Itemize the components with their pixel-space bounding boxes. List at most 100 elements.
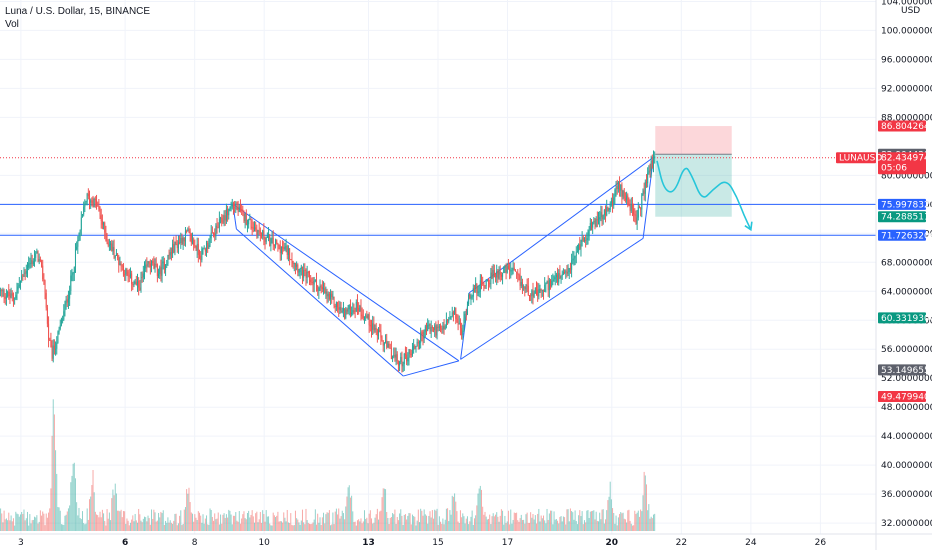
volume-bar (472, 524, 474, 531)
candle-body (651, 160, 653, 168)
candle-body (490, 272, 492, 285)
volume-bar (326, 512, 328, 531)
candle-body (505, 265, 507, 273)
volume-bar (140, 520, 142, 531)
volume-bar (209, 508, 211, 531)
candle-body (321, 287, 323, 290)
volume-bar (516, 512, 518, 531)
volume-bar (564, 517, 566, 531)
volume-bar (280, 521, 282, 531)
candle-body (87, 193, 89, 197)
candle-body (217, 227, 219, 229)
volume-bar (62, 524, 64, 531)
volume-bar (151, 509, 153, 531)
volume-bar (358, 519, 360, 531)
volume-bar (431, 510, 433, 531)
candle-body (18, 284, 20, 287)
short-position-tool[interactable] (655, 126, 732, 217)
volume-bar (471, 510, 473, 531)
volume-bar (299, 524, 301, 531)
volume-bar (623, 518, 625, 531)
candle-body (447, 320, 449, 322)
candle-body (498, 271, 500, 279)
volume-bar (90, 496, 92, 531)
candle-body (622, 191, 624, 197)
projection-path[interactable] (656, 160, 753, 232)
volume-bar (148, 518, 150, 531)
volume-bar (207, 524, 209, 531)
volume-bar (146, 521, 148, 531)
y-tick-label: 80.0000000 (881, 171, 932, 181)
candle-body (38, 259, 40, 262)
candle-body (573, 258, 575, 260)
volume-bar (407, 515, 409, 531)
candle-body (261, 233, 263, 236)
candle-body (627, 195, 629, 206)
candle-body (238, 206, 240, 212)
volume-bar (278, 521, 280, 531)
volume-bar (124, 511, 126, 531)
volume-bar (362, 521, 364, 531)
volume-bar (621, 513, 623, 531)
volume-bar (630, 523, 632, 531)
volume-bar (22, 514, 24, 531)
candle-body (90, 200, 92, 203)
volume-bar (263, 513, 265, 531)
volume-bar (573, 519, 575, 531)
volume-bar (375, 514, 377, 531)
candle-body (537, 289, 539, 297)
volume-bar (50, 488, 52, 531)
candle-body (532, 290, 534, 297)
candle-body (640, 207, 642, 210)
candle-body (456, 318, 458, 322)
volume-bar (293, 525, 295, 531)
volume-bar (122, 511, 124, 531)
candle-body (620, 184, 622, 191)
candle-body (79, 229, 81, 234)
volume-bar (111, 498, 113, 531)
volume-bar (437, 524, 439, 531)
horizontal-levels[interactable] (0, 157, 876, 236)
candle-body (24, 272, 26, 274)
candle-body (206, 242, 208, 252)
candle-body (214, 232, 216, 237)
candle-body (170, 252, 172, 254)
candle-body (443, 325, 445, 329)
volume-bar (548, 513, 550, 531)
volume-bar (66, 511, 68, 531)
candle-body (539, 288, 541, 290)
volume-bar (526, 512, 528, 531)
candle-body (65, 299, 67, 305)
volume-bar (279, 521, 281, 531)
trend-channels[interactable] (232, 156, 655, 377)
candle-body (285, 246, 287, 248)
volume-bar (26, 511, 28, 531)
candle-body (175, 241, 177, 244)
candle-body (36, 251, 38, 254)
candle-body (523, 286, 525, 288)
volume-bar (579, 510, 581, 531)
candle-body (422, 334, 424, 339)
volume-bar (491, 516, 493, 531)
volume-bar (420, 508, 422, 531)
volume-bar (332, 512, 334, 531)
candle-body (538, 289, 540, 297)
volume-bar (203, 523, 205, 531)
candle-body (169, 252, 171, 256)
volume-bar (363, 510, 365, 531)
volume-bar (257, 522, 259, 531)
candle-body (335, 302, 337, 308)
volume-bar (147, 515, 149, 531)
candle-body (307, 271, 309, 274)
candle-body (12, 295, 14, 300)
candle-body (282, 246, 284, 248)
volume-bar (335, 508, 337, 531)
volume-bar (327, 512, 329, 531)
candle-body (518, 274, 520, 276)
volume-bar (108, 512, 110, 531)
volume-bar (53, 414, 55, 531)
candle-body (349, 304, 351, 315)
